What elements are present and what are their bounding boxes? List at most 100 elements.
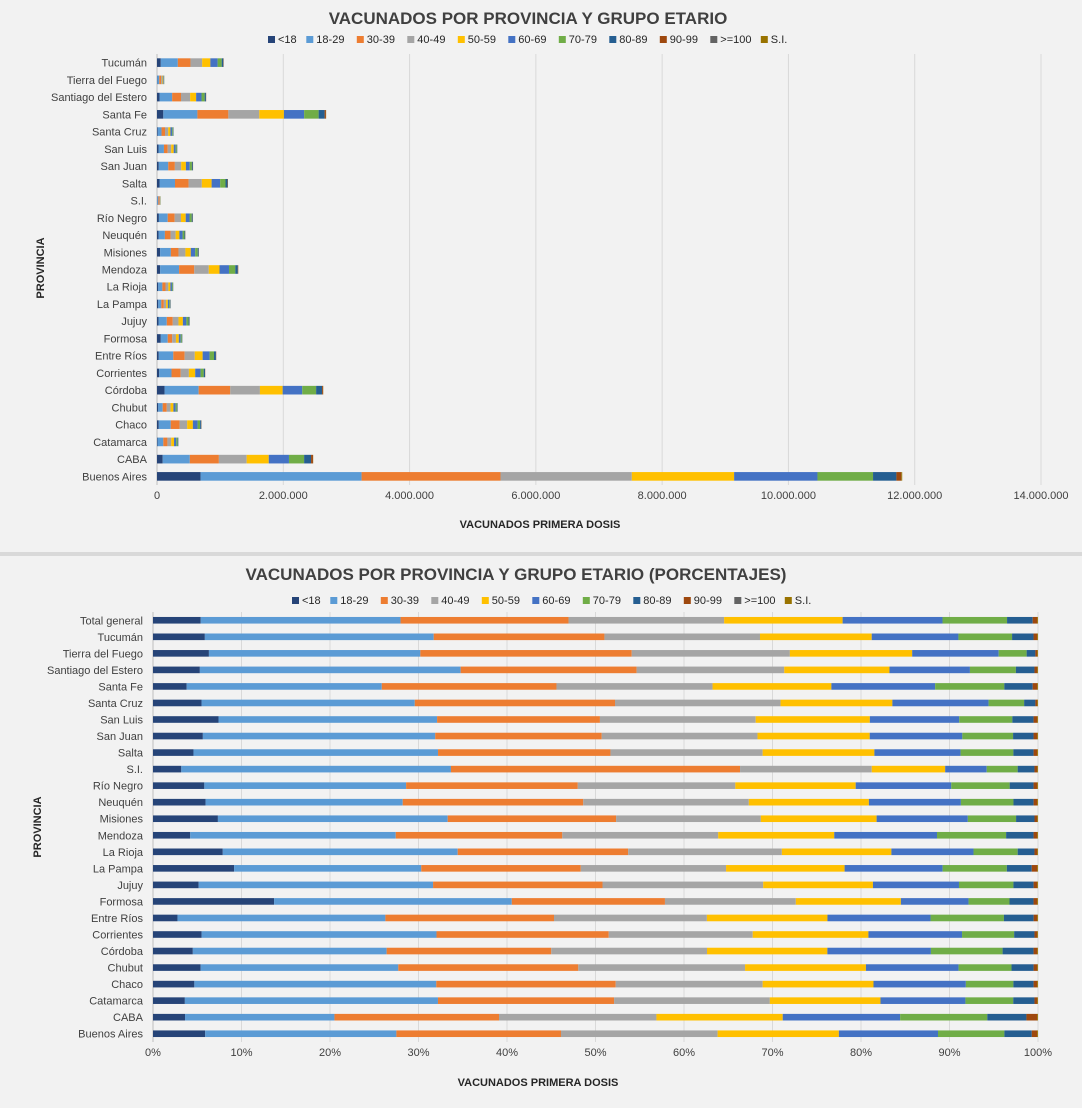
legend-swatch-lt-18 [268,36,275,43]
bar-segment-corrientes-18-29 [159,368,172,378]
y-axis-title: PROVINCIA [32,796,44,857]
bar-segment-salta-40-49 [610,749,763,756]
bar-segment-santiago-del-estero-18-29 [159,92,173,102]
bar-segment-san-luis-18-29 [218,716,438,723]
bar-segment-tierra-del-fuego-30-39 [159,75,162,85]
bar-segment-chubut-60-69 [173,403,176,412]
bar-segment-chaco-70-79 [197,420,201,429]
bar-segment-mendoza-80-89 [235,265,238,274]
bar-segment-santa-cruz-90-99 [1035,699,1038,707]
legend-swatch-s-i [760,36,768,43]
bar-segment-entre-rios-30-39 [385,914,555,922]
bar-segment-san-juan-70-79 [189,161,192,171]
bar-segment-tierra-del-fuego-80-89 [1026,650,1036,657]
category-label-misiones: Misiones [100,814,144,826]
bar-segment-tierra-del-fuego-60-69 [163,75,164,85]
bar-segment-chubut-18-29 [158,403,163,412]
category-label-santiago-del-estero: Santiago del Estero [51,92,147,104]
bar-segment-catamarca-lt-18 [157,437,158,447]
category-label-chaco: Chaco [111,979,143,991]
bar-segment-entre-rios-50-59 [194,351,203,361]
bar-segment-mendoza-30-39 [395,831,563,839]
bar-segment-salta-18-29 [193,749,439,756]
category-label-corrientes: Corrientes [96,368,147,380]
legend-swatch-90-99 [659,36,667,43]
bar-segment-catamarca-18-29 [157,437,164,447]
bar-segment-cordoba-30-39 [386,947,552,955]
bar-segment-santa-cruz-60-69 [170,127,173,136]
bar-segment-misiones-18-29 [217,815,448,823]
bar-segment-salta-50-59 [762,749,875,756]
bar-segment-rio-negro-60-69 [855,782,952,789]
bar-segment-santa-fe-60-69 [283,110,305,119]
bar-segment-jujuy-18-29 [198,881,434,889]
bar-segment-cordoba-60-69 [827,947,931,955]
legend-label-30-39: 30-39 [391,595,419,607]
bar-segment-santa-cruz-70-79 [988,699,1025,707]
x-tick-label: 12.000.000 [887,490,942,502]
bar-segment-la-rioja-80-89 [1017,848,1035,856]
bar-segment-catamarca-60-69 [880,997,966,1004]
bar-segment-san-juan-30-39 [435,732,602,740]
bar-segment-misiones-70-79 [967,815,1017,823]
bar-segment-entre-rios-80-89 [214,351,216,361]
bar-segment-catamarca-lt-18 [153,997,185,1004]
bar-segment-buenos-aires-80-89 [873,472,897,481]
bar-segment-tucuman-lt-18 [157,58,161,67]
bar-segment-san-luis-50-59 [755,716,870,723]
bar-segment-buenos-aires-lt-18 [153,1030,206,1038]
bar-segment-tierra-del-fuego-18-29 [157,75,160,85]
bar-segment-jujuy-60-69 [872,881,959,889]
category-label-san-luis: San Luis [100,715,143,727]
bar-segment-s-i-18-29 [181,765,451,773]
bar-segment-la-rioja-18-29 [222,848,458,856]
bar-segment-total-general-50-59 [724,616,843,624]
bar-segment-san-luis-70-79 [175,144,177,154]
x-tick-label: 0% [145,1047,161,1059]
bar-segment-total-general-90-99 [1032,616,1038,624]
bar-segment-tierra-del-fuego-60-69 [912,650,999,657]
bar-segment-chubut-90-99 [1033,964,1038,971]
bar-segment-jujuy-lt-18 [157,316,159,326]
bar-segment-santa-cruz-lt-18 [153,699,202,707]
legend-label-lt-18: <18 [278,34,297,46]
legend-label-s-i: S.I. [795,595,812,607]
bar-segment-catamarca-80-89 [177,437,179,447]
bar-segment-salta-lt-18 [153,749,194,756]
bar-segment-cordoba-40-49 [230,385,260,395]
bar-segment-santiago-del-estero-40-49 [180,92,191,102]
legend-label-18-29: 18-29 [316,34,344,46]
bar-segment-misiones-80-89 [1016,815,1035,823]
bar-segment-santa-cruz-70-79 [172,127,174,136]
bar-segment-santiago-del-estero-70-79 [201,92,205,102]
bar-segment-mendoza-50-59 [718,831,835,839]
chart-title: VACUNADOS POR PROVINCIA Y GRUPO ETARIO [329,9,728,28]
bar-segment-corrientes-50-59 [188,368,196,378]
bar-segment-buenos-aires-40-49 [560,1030,718,1038]
bar-segment-cordoba-s-i [1037,947,1038,955]
bar-segment-jujuy-70-79 [186,316,189,326]
legend-swatch-50-59 [481,597,489,604]
bar-segment-misiones-80-89 [197,247,199,257]
legend-label-18-29: 18-29 [340,595,368,607]
bar-segment-santa-fe-18-29 [163,110,198,119]
bar-segment-jujuy-80-89 [188,316,190,326]
bar-segment-rio-negro-30-39 [406,782,578,789]
bar-segment-misiones-50-59 [185,247,191,257]
x-tick-label: 50% [584,1047,606,1059]
bar-segment-formosa-30-39 [167,334,173,343]
bar-segment-tucuman-18-29 [160,58,178,67]
x-tick-label: 6.000.000 [511,490,560,502]
bar-segment-formosa-s-i [1037,898,1038,905]
bar-segment-misiones-60-69 [190,247,196,257]
x-tick-label: 14.000.000 [1013,490,1068,502]
category-label-total-general: Total general [80,615,143,627]
bar-segment-tierra-del-fuego-70-79 [998,650,1027,657]
legend-swatch-90-99 [683,597,691,604]
bar-segment-s-i-lt-18 [153,765,182,773]
bar-segment-la-pampa-60-69 [844,865,943,872]
bar-segment-corrientes-90-99 [1034,931,1038,938]
bar-segment-total-general-70-79 [942,616,1008,624]
bar-segment-santa-fe-70-79 [935,683,1005,690]
bar-segment-buenos-aires-18-29 [200,472,362,481]
